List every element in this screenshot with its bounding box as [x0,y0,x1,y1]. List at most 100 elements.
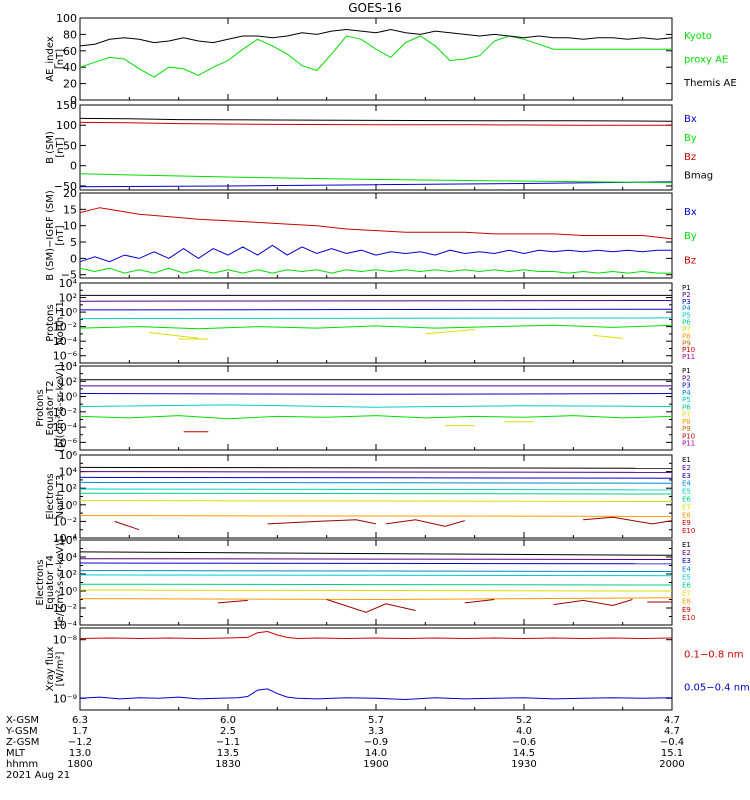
y-tick-label: 10⁴ [59,551,78,564]
legend-entry: P2 [682,374,691,382]
y-tick-label: 10⁰ [59,585,78,598]
y-tick-label: 20 [63,187,77,200]
y-axis-label: Equator T2 [45,381,56,436]
y-tick-label: 80 [63,28,77,41]
legend-entry: P10 [682,346,695,354]
x-axis-value: 14.5 [513,748,535,759]
y-tick-label: 10⁰ [59,306,78,319]
x-axis-value: 5.7 [368,715,384,726]
x-axis-row-label: X-GSM [6,715,39,726]
y-tick-label: 10⁻⁴ [53,335,78,348]
legend-entry: E9 [682,606,691,614]
y-tick-label: 10⁻⁹ [53,692,77,705]
legend-entry: Kyoto [684,31,712,42]
y-tick-label: 10⁰ [59,391,78,404]
panel-e-equator: 10⁻⁴ 10⁻² 10⁰ 10² 10⁴ 10⁶ Electrons Equator T4[… [35,534,695,632]
y-axis-label: [nT] [55,137,66,157]
legend-entry: E1 [682,456,691,464]
series-line-p-north-1 [79,300,673,302]
x-axis-row-label: Z-GSM [6,737,39,748]
x-axis-value: 1900 [363,759,388,770]
legend-entry: P7 [682,325,691,333]
y-tick-label: 10⁻⁴ [53,421,78,434]
y-tick-label: 10⁶ [59,449,78,462]
y-tick-label: 15 [63,203,77,216]
plot-title: GOES-16 [348,1,402,15]
y-tick-label: 10 [63,220,77,233]
legend-entry: E2 [682,464,691,472]
y-tick-label: 10⁻² [53,515,77,528]
legend-entry: Themis AE [683,78,737,89]
series-line-p-equator-2 [79,393,673,395]
x-axis-table: X-GSM 6.3 6.0 5.7 5.2 4.7 Y-GSM 1.7 2.5 3.3 4.0 4.7… [5,715,685,781]
series-line-e-north-11 [583,516,673,525]
series-line-p-equator-4 [79,415,673,420]
series-line-e-equator-7 [79,597,673,601]
x-axis-value: 1830 [215,759,240,770]
y-axis-label: Electrons [45,473,56,519]
legend-entry: E9 [682,519,691,527]
y-axis-label: B (SM) [45,131,56,164]
x-axis-value: 4.0 [516,726,532,737]
series-line-e-north-8 [114,520,140,531]
x-axis-value: 1930 [511,759,536,770]
legend-entry: P9 [682,339,691,347]
legend-entry: E5 [682,573,691,581]
legend-entry: 0.1−0.8 nm [684,650,743,661]
y-tick-label: 10⁰ [59,499,78,512]
legend-entry: E1 [682,541,691,549]
y-tick-label: 10⁴ [59,466,78,479]
x-axis-value: 14.0 [365,748,387,759]
x-axis-row-label: MLT [6,748,26,759]
panel-bigrf: −5 0 5 10 15 20 B (SM)−IGRF (SM) [nT] Bx By Bz [45,187,697,282]
series-line-e-north-10 [385,519,465,527]
series-line-bsm-0 [79,181,673,188]
legend-entry: P8 [682,418,691,426]
y-axis-label: [W/m²] [55,651,66,686]
x-axis-value: 13.5 [217,748,239,759]
series-line-e-north-4 [79,488,673,491]
legend-entry: Bz [684,152,696,163]
legend-entry: P3 [682,382,691,390]
y-tick-label: 10⁻⁴ [53,619,78,632]
y-tick-label: 10⁶ [59,534,78,547]
legend-entry: P1 [682,284,691,292]
date-label: 2021 Aug 21 [6,770,70,781]
x-axis-row-label: hhmm [6,759,38,770]
x-axis-value: 1.7 [72,726,88,737]
legend-entry: P5 [682,396,691,404]
series-line-p-north-2 [79,308,673,311]
legend-entry: E4 [682,565,691,573]
legend-entry: E10 [682,614,695,622]
series-line-e-equator-8 [218,599,248,604]
legend-entry: E3 [682,557,691,565]
legend-entry: P6 [682,319,691,327]
y-tick-label: 10² [59,375,77,388]
series-line-p-north-4 [79,324,673,330]
y-axis-label: North T3 [55,475,66,519]
series-line-e-north-3 [79,481,673,484]
legend-entry: P6 [682,403,691,411]
y-tick-label: 100 [56,12,77,25]
series-line-e-equator-11 [553,599,633,607]
legend-entry: P11 [682,440,695,448]
series-line-xray-1 [79,688,673,701]
panel-p-equator: 10⁻⁶ 10⁻⁴ 10⁻² 10⁰ 10² 10⁴ Protons Equator T2 [p… [35,360,695,452]
y-tick-label: 10⁻⁴ [53,532,78,545]
y-axis-label: B (SM)−IGRF (SM) [45,190,56,281]
y-tick-label: 10⁻⁶ [53,350,78,363]
y-tick-label: 10² [59,292,77,305]
y-axis-label: Protons [35,389,46,426]
series-line-e-north-9 [267,519,377,525]
series-line-bigrf-0 [79,207,673,240]
legend-entry: P4 [682,389,691,397]
y-axis-label: AE_index [45,36,56,82]
series-line-p-north-5 [149,332,199,339]
series-line-e-north-1 [79,471,673,473]
series-line-e-equator-4 [79,574,673,577]
x-axis-value: 5.2 [516,715,532,726]
